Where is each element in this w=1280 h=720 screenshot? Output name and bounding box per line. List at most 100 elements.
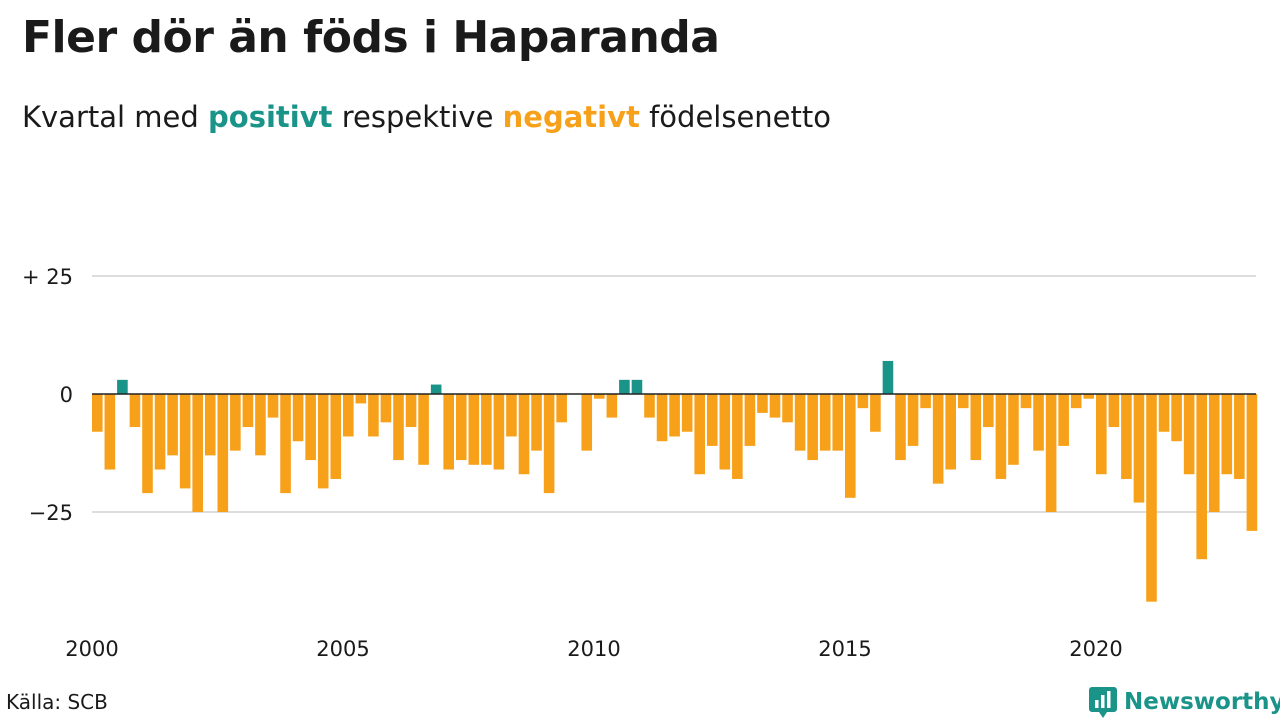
- subtitle-negative: negativt: [502, 100, 640, 134]
- bar-negative: [204, 394, 216, 456]
- bar-negative: [179, 394, 191, 489]
- bar-negative: [217, 394, 229, 512]
- bar-negative: [581, 394, 593, 451]
- newsworthy-bar-chart-logo-icon: [1089, 687, 1117, 718]
- brand-logo: Newsworthy: [1088, 684, 1280, 720]
- x-tick-label: 2015: [818, 637, 871, 661]
- bar-negative: [757, 394, 768, 413]
- bar-negative: [995, 394, 1007, 479]
- bar-negative: [732, 394, 743, 479]
- bar-negative: [1033, 394, 1044, 451]
- bar-negative: [267, 394, 279, 418]
- bar-negative: [481, 394, 492, 465]
- bar-negative: [970, 394, 982, 461]
- bar-negative: [719, 394, 731, 470]
- bar-negative: [920, 394, 931, 409]
- bar-negative: [129, 394, 141, 428]
- bar-negative: [230, 394, 241, 451]
- bar-negative: [1096, 394, 1107, 475]
- bar-negative: [393, 394, 404, 461]
- bar-negative: [594, 394, 605, 399]
- bar-negative: [857, 394, 869, 409]
- bar-negative: [1208, 394, 1220, 512]
- bar-positive: [117, 379, 128, 394]
- bar-negative: [405, 394, 417, 428]
- bar-negative: [1221, 394, 1233, 475]
- subtitle-suffix: födelsenetto: [649, 100, 831, 134]
- bar-negative: [832, 394, 844, 451]
- bar-negative: [983, 394, 994, 428]
- x-tick-label: 2010: [567, 637, 620, 661]
- bar-negative: [142, 394, 153, 494]
- bar-negative: [443, 394, 454, 470]
- x-tick-label: 2005: [316, 637, 369, 661]
- y-tick-label: 0: [60, 383, 73, 407]
- chart-subtitle: Kvartal med positivt respektive negativt…: [22, 100, 831, 134]
- bar-negative: [1083, 394, 1095, 399]
- source-note: Källa: SCB: [6, 690, 108, 714]
- bar-negative: [280, 394, 291, 494]
- y-tick-label: + 25: [22, 265, 73, 289]
- bar-negative: [1234, 394, 1245, 479]
- bar-negative: [957, 394, 969, 409]
- y-tick-label: −25: [29, 501, 73, 525]
- bar-negative: [1158, 394, 1170, 432]
- bar-negative: [845, 394, 856, 498]
- bar-negative: [468, 394, 480, 465]
- bar-negative: [694, 394, 705, 475]
- bar-negative: [292, 394, 304, 442]
- bar-negative: [1196, 394, 1207, 560]
- bar-negative: [154, 394, 166, 470]
- bar-negative: [506, 394, 517, 437]
- bar-negative: [895, 394, 906, 461]
- bar-negative: [606, 394, 618, 418]
- bar-negative: [1020, 394, 1032, 409]
- bar-negative: [907, 394, 919, 446]
- bar-negative: [782, 394, 793, 423]
- bar-negative: [355, 394, 367, 404]
- bar-negative: [1058, 394, 1069, 446]
- bar-chart: + 25 0 −25 2000 2005 2010 2015 2020: [22, 265, 1258, 661]
- bar-positive: [430, 384, 442, 394]
- bar-negative: [531, 394, 542, 451]
- bar-negative: [255, 394, 266, 456]
- bar-negative: [305, 394, 316, 461]
- bar-negative: [380, 394, 392, 423]
- bar-negative: [493, 394, 505, 470]
- bar-negative: [1045, 394, 1057, 512]
- bar-negative: [330, 394, 342, 479]
- bar-negative: [518, 394, 530, 475]
- subtitle-prefix: Kvartal med: [22, 100, 199, 134]
- x-tick-label: 2000: [65, 637, 118, 661]
- bar-negative: [1133, 394, 1145, 503]
- subtitle-positive: positivt: [208, 100, 333, 134]
- subtitle-middle: respektive: [341, 100, 494, 134]
- bar-negative: [1121, 394, 1132, 479]
- bar-negative: [807, 394, 818, 461]
- bar-negative: [706, 394, 718, 446]
- bar-negative: [317, 394, 329, 489]
- bar-negative: [669, 394, 680, 437]
- bar-negative: [242, 394, 254, 428]
- bar-negative: [368, 394, 379, 437]
- bar-negative: [455, 394, 467, 461]
- bar-negative: [543, 394, 555, 494]
- bar-positive: [882, 360, 894, 394]
- bar-negative: [92, 394, 103, 432]
- bar-positive: [631, 379, 643, 394]
- bar-negative: [1008, 394, 1019, 465]
- bar-negative: [744, 394, 756, 446]
- bar-negative: [945, 394, 956, 470]
- bar-negative: [769, 394, 781, 418]
- bar-negative: [167, 394, 178, 456]
- bar-negative: [819, 394, 831, 451]
- bar-negative: [644, 394, 655, 418]
- bar-negative: [1246, 394, 1258, 531]
- bar-negative: [870, 394, 881, 432]
- bar-negative: [1146, 394, 1157, 602]
- bar-negative: [192, 394, 203, 512]
- bar-negative: [656, 394, 668, 442]
- bar-negative: [418, 394, 429, 465]
- bar-negative: [1183, 394, 1195, 475]
- bar-negative: [104, 394, 116, 470]
